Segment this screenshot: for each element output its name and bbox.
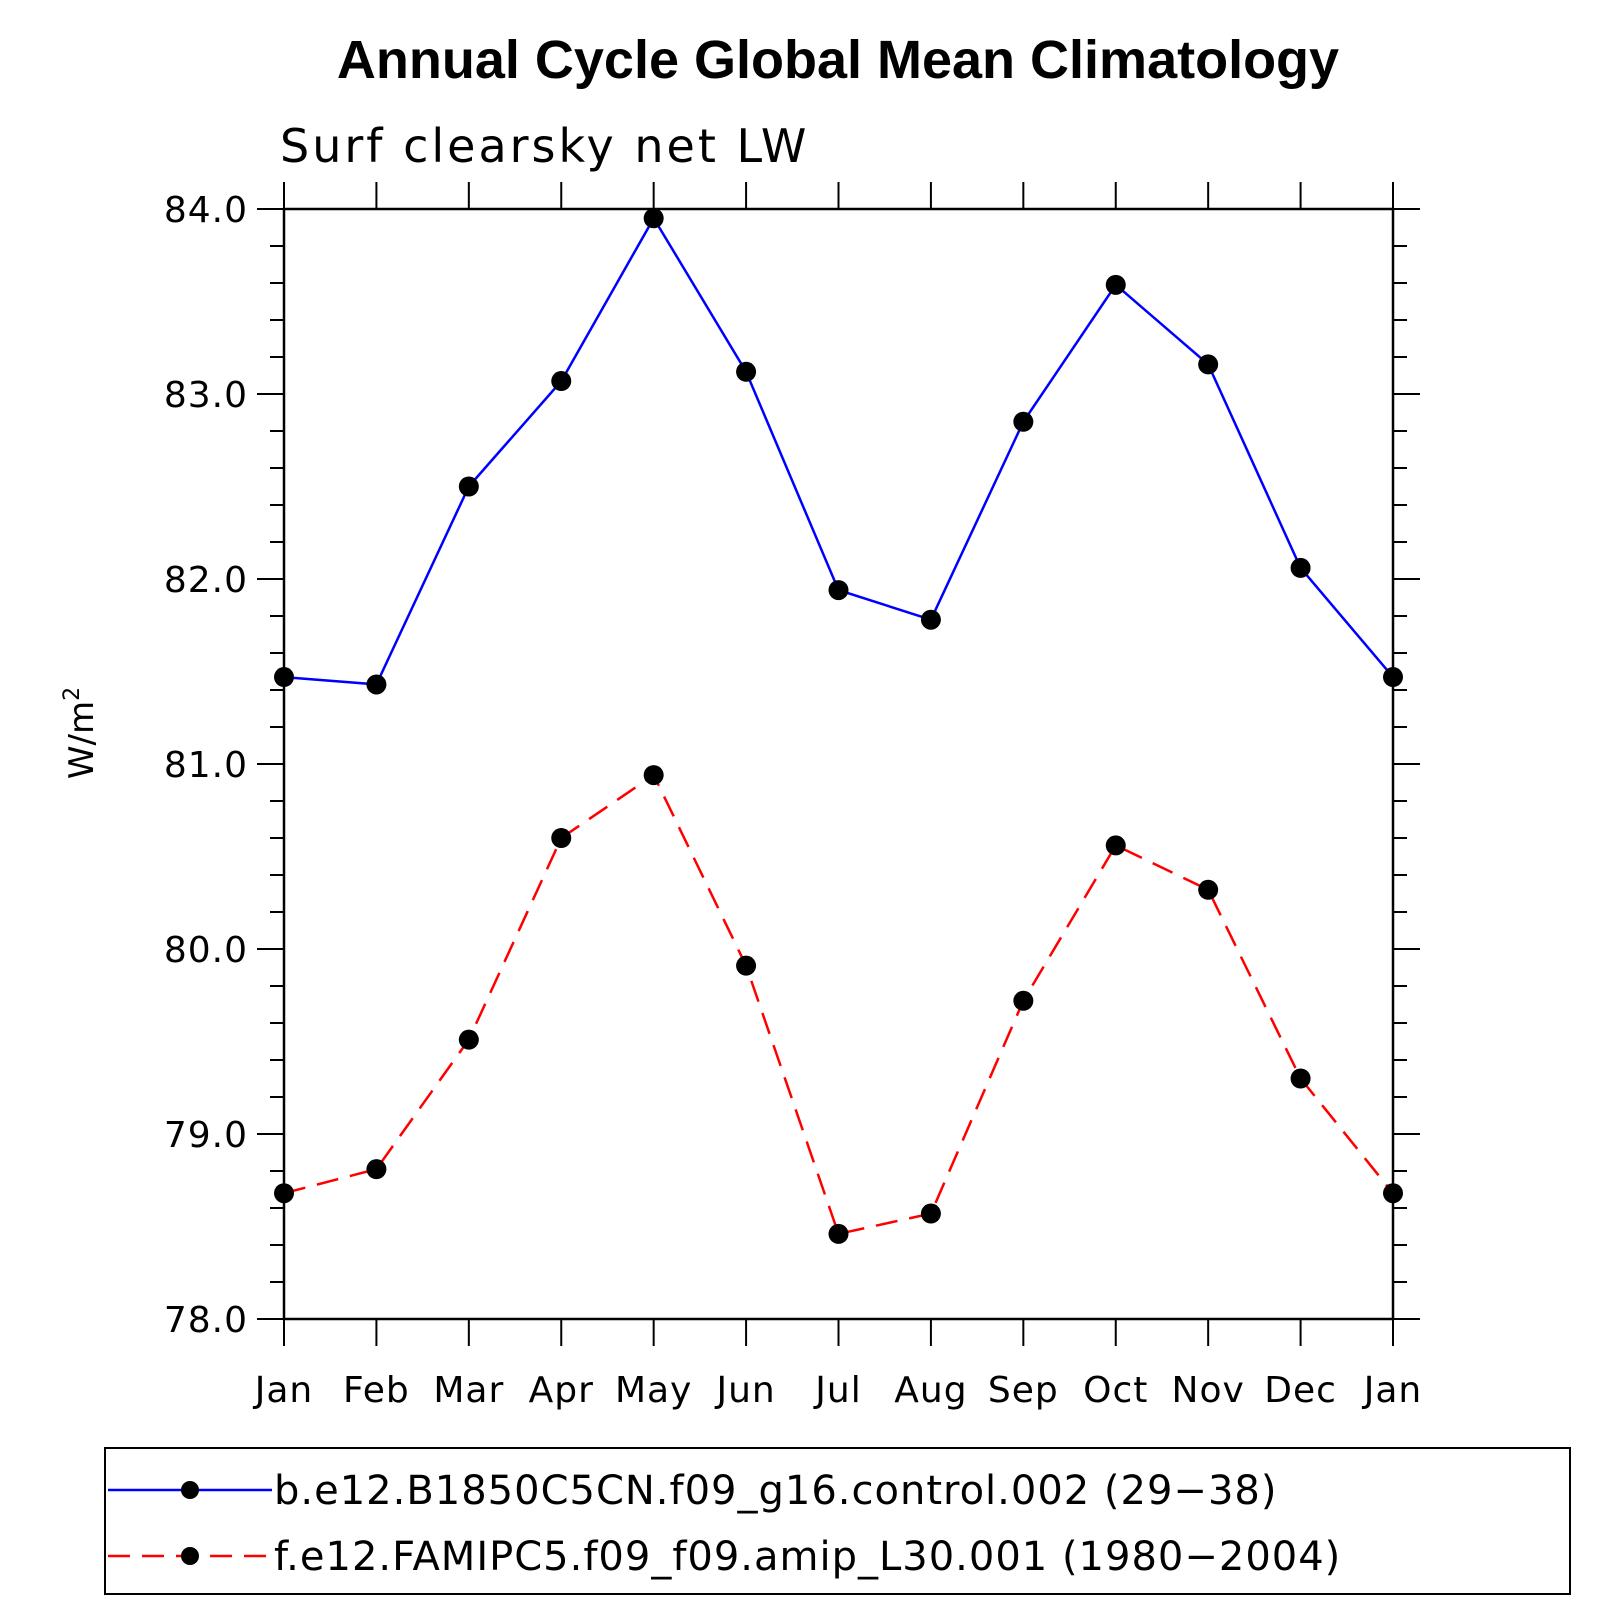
- data-point: [274, 1183, 294, 1204]
- data-point: [643, 208, 664, 229]
- series-line-1: [283, 773, 1394, 1236]
- x-tick-label: Jul: [813, 1370, 861, 1411]
- y-tick-label: 83.0: [164, 375, 248, 416]
- legend-marker-1: [181, 1547, 199, 1565]
- data-point: [366, 1159, 387, 1180]
- y-axis-label-unit: W/m: [62, 701, 102, 779]
- data-point: [736, 955, 757, 976]
- legend-label-1: f.e12.FAMIPC5.f09_f09.amip_L30.001 (1980…: [274, 1534, 1341, 1580]
- legend-label-0: b.e12.B1850C5CN.f09_g16.control.002 (29−…: [274, 1468, 1277, 1514]
- x-tick-label: Jun: [714, 1370, 775, 1411]
- x-tick-label: Aug: [894, 1370, 967, 1411]
- data-point: [828, 1223, 849, 1244]
- y-axis-label-superscript: 2: [60, 687, 85, 701]
- chart-title: Annual Cycle Global Mean Climatology: [337, 30, 1339, 90]
- data-point: [643, 765, 664, 786]
- x-tick-label: Mar: [433, 1370, 504, 1411]
- plot-frame: [282, 207, 1395, 1321]
- x-tick-label: Jan: [253, 1370, 314, 1411]
- data-point: [1383, 1183, 1403, 1204]
- x-tick-label: Nov: [1172, 1370, 1245, 1411]
- data-point: [1013, 990, 1034, 1011]
- y-axis-label: W/m2: [60, 687, 102, 779]
- x-tick-label: Apr: [529, 1370, 594, 1411]
- data-point: [1198, 354, 1219, 375]
- data-point: [1105, 835, 1126, 856]
- legend-marker-0: [181, 1481, 199, 1499]
- data-point: [1290, 1068, 1311, 1089]
- x-tick-label: Oct: [1083, 1370, 1148, 1411]
- series-line-0: [283, 215, 1394, 686]
- y-tick-label: 84.0: [164, 190, 248, 231]
- y-tick-label: 81.0: [164, 745, 248, 786]
- data-point: [920, 1203, 941, 1224]
- data-point: [1105, 274, 1126, 295]
- data-point: [366, 674, 387, 695]
- legend: b.e12.B1850C5CN.f09_g16.control.002 (29−…: [104, 1447, 1571, 1595]
- data-point: [458, 1029, 479, 1050]
- data-point: [1290, 557, 1311, 578]
- data-point: [1198, 879, 1219, 900]
- data-point: [1013, 411, 1034, 432]
- x-tick-labels: Jan Feb Mar Apr May Jun Jul Aug Sep Oct Nov Dec Jan: [253, 1370, 1423, 1411]
- legend-box: [104, 1447, 1571, 1595]
- x-tick-label: Feb: [343, 1370, 410, 1411]
- y-tick-labels: 78.0 79.0 80.0 81.0 82.0 83.0 84.0: [164, 190, 248, 1341]
- x-tick-label: Jan: [1362, 1370, 1423, 1411]
- x-tick-label: May: [615, 1370, 692, 1411]
- data-point: [551, 828, 572, 848]
- data-point: [458, 476, 479, 497]
- data-point: [828, 580, 849, 601]
- data-point: [920, 609, 941, 630]
- x-tick-label: Dec: [1264, 1370, 1337, 1411]
- y-tick-label: 78.0: [164, 1300, 248, 1341]
- data-point: [736, 361, 757, 382]
- data-point: [274, 667, 294, 688]
- chart-subtitle: Surf clearsky net LW: [280, 119, 809, 173]
- y-tick-label: 79.0: [164, 1115, 248, 1156]
- data-point: [551, 371, 572, 392]
- x-tick-label: Sep: [988, 1370, 1059, 1411]
- series-layer: [274, 208, 1403, 1244]
- y-tick-label: 82.0: [164, 560, 248, 601]
- y-tick-label: 80.0: [164, 930, 248, 971]
- data-point: [1383, 667, 1403, 688]
- axes: [257, 182, 1420, 1346]
